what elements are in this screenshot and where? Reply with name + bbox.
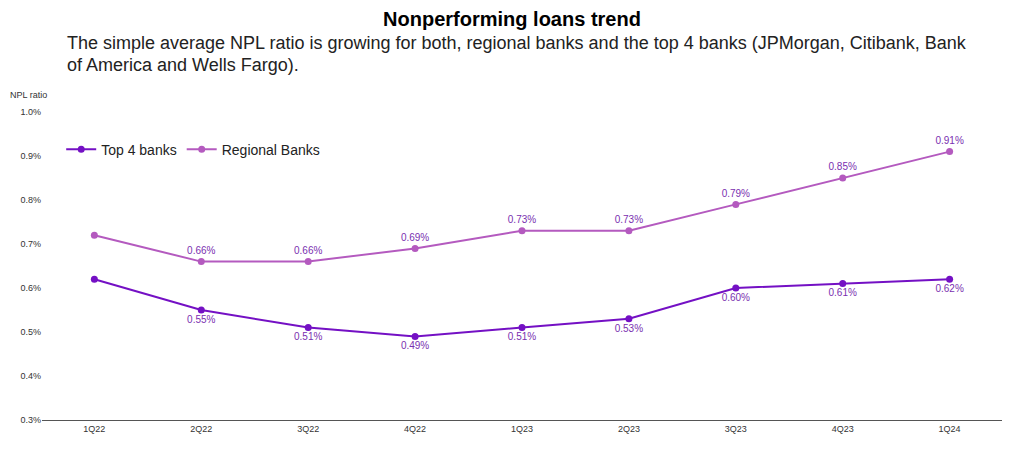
svg-text:0.4%: 0.4% — [20, 371, 41, 381]
svg-text:0.9%: 0.9% — [20, 151, 41, 161]
svg-text:4Q22: 4Q22 — [404, 424, 426, 434]
svg-text:0.51%: 0.51% — [508, 331, 536, 342]
svg-text:0.53%: 0.53% — [615, 323, 643, 334]
svg-text:1Q23: 1Q23 — [511, 424, 533, 434]
svg-text:0.73%: 0.73% — [615, 214, 643, 225]
svg-text:1Q22: 1Q22 — [83, 424, 105, 434]
html-text:The simple average NPL ratio i: The simple average NPL ratio is growing … — [67, 33, 966, 75]
svg-text:0.8%: 0.8% — [20, 195, 41, 205]
svg-text:0.3%: 0.3% — [20, 415, 41, 425]
svg-text:0.61%: 0.61% — [829, 287, 857, 298]
svg-text:0.66%: 0.66% — [294, 245, 322, 256]
html-text:Nonperforming loans trend: Nonperforming loans trend — [383, 8, 641, 30]
svg-text:0.60%: 0.60% — [722, 292, 750, 303]
svg-text:0.5%: 0.5% — [20, 327, 41, 337]
svg-text:0.49%: 0.49% — [401, 340, 429, 351]
svg-text:3Q23: 3Q23 — [725, 424, 747, 434]
svg-text:2Q22: 2Q22 — [190, 424, 212, 434]
svg-text:0.51%: 0.51% — [294, 331, 322, 342]
svg-text:0.85%: 0.85% — [829, 161, 857, 172]
svg-text:0.79%: 0.79% — [722, 188, 750, 199]
svg-text:0.7%: 0.7% — [20, 239, 41, 249]
svg-text:0.69%: 0.69% — [401, 232, 429, 243]
svg-text:Top 4 banks: Top 4 banks — [101, 142, 177, 158]
svg-text:0.6%: 0.6% — [20, 283, 41, 293]
svg-text:3Q22: 3Q22 — [297, 424, 319, 434]
svg-text:0.55%: 0.55% — [187, 314, 215, 325]
svg-text:4Q23: 4Q23 — [832, 424, 854, 434]
svg-text:0.73%: 0.73% — [508, 214, 536, 225]
svg-text:0.91%: 0.91% — [935, 135, 963, 146]
svg-text:NPL ratio: NPL ratio — [10, 90, 47, 100]
svg-text:0.62%: 0.62% — [935, 283, 963, 294]
svg-text:2Q23: 2Q23 — [618, 424, 640, 434]
svg-text:0.66%: 0.66% — [187, 245, 215, 256]
svg-text:1Q24: 1Q24 — [939, 424, 961, 434]
svg-text:1.0%: 1.0% — [20, 107, 41, 117]
svg-text:Regional Banks: Regional Banks — [222, 142, 320, 158]
